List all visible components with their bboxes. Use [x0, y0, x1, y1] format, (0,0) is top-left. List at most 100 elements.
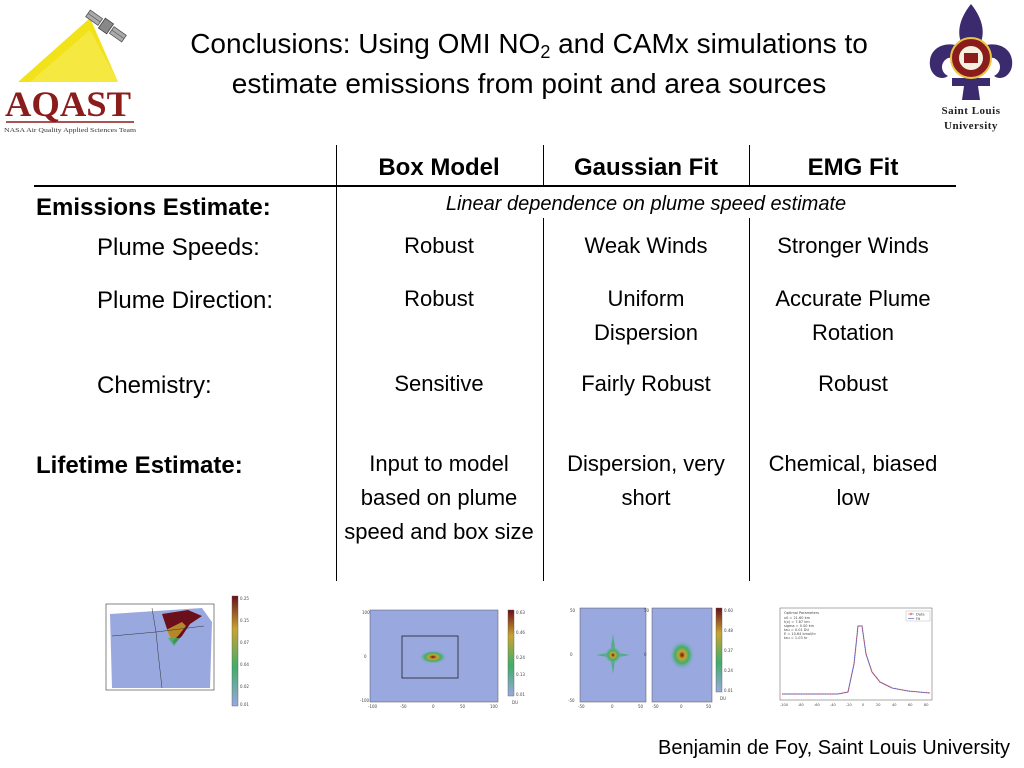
box-model-thumbnail: 0.63 0.46 0.24 0.13 0.01 DU 100 0 -100 -100 -50…	[360, 609, 525, 709]
svg-text:-100: -100	[360, 698, 370, 703]
svg-text:0.04: 0.04	[240, 662, 249, 667]
emg-fit-line-plot-thumbnail: Optimal Parameters x0 = 21.60 kmt(x) = 7…	[779, 607, 933, 707]
row-label-chemistry: Chemistry:	[97, 372, 212, 399]
gaussian-fit-thumbnail: 0.60 0.48 0.37 0.24 0.01 DU 50 0 -50 50 0 -50 0 5…	[568, 607, 733, 709]
svg-text:Optimal Parameters: Optimal Parameters	[784, 611, 819, 615]
svg-text:x0 = 21.60 km: x0 = 21.60 km	[784, 616, 811, 620]
svg-text:DU: DU	[512, 700, 518, 705]
svg-text:0: 0	[680, 704, 683, 709]
slu-name-line1: Saint Louis	[941, 105, 1001, 117]
svg-text:0: 0	[611, 704, 614, 709]
table-cell: Stronger Winds	[777, 233, 929, 258]
footer-author: Benjamin de Foy, Saint Louis University	[657, 737, 1010, 759]
table-cell: Robust	[404, 233, 474, 258]
svg-text:100: 100	[362, 610, 370, 615]
svg-text:50: 50	[570, 608, 576, 613]
svg-text:0: 0	[364, 654, 367, 659]
svg-text:80: 80	[924, 703, 928, 707]
table-column-divider	[749, 145, 750, 185]
svg-text:-50: -50	[568, 698, 575, 703]
saint-louis-university-logo: Saint Louis University	[918, 0, 1024, 140]
svg-text:0: 0	[570, 652, 573, 657]
fleur-de-lis-icon	[929, 4, 1013, 100]
table-cell: Input to model based on plume speed and …	[344, 451, 534, 544]
svg-text:60: 60	[908, 703, 912, 707]
aqast-logo-subtext: NASA Air Quality Applied Sciences Team	[4, 127, 136, 134]
table-cell: Chemical, biased low	[768, 451, 938, 510]
page-title: Conclusions: Using OMI NO2 and CAMx simu…	[140, 24, 918, 104]
title-line2: estimate emissions from point and area s…	[231, 68, 827, 99]
svg-text:0.01: 0.01	[240, 702, 249, 707]
svg-text:50: 50	[460, 704, 466, 709]
row-label-plume-speeds: Plume Speeds:	[97, 234, 260, 261]
svg-text:-100: -100	[368, 704, 378, 709]
svg-text:0.25: 0.25	[240, 596, 249, 601]
svg-text:0.02: 0.02	[240, 684, 249, 689]
table-cell: Sensitive	[394, 371, 484, 396]
regional-no2-map-thumbnail: 0.25 0.15 0.07 0.04 0.02 0.01	[105, 595, 249, 707]
svg-text:0.24: 0.24	[516, 655, 525, 660]
column-header-emg-fit: EMG Fit	[807, 154, 899, 181]
svg-text:50: 50	[706, 704, 712, 709]
svg-text:t(x) = 7.87 km: t(x) = 7.87 km	[784, 620, 810, 624]
svg-text:0.24: 0.24	[724, 668, 733, 673]
svg-text:0: 0	[862, 703, 864, 707]
table-header-divider	[34, 185, 956, 187]
svg-text:0: 0	[644, 652, 647, 657]
svg-text:tau = 1.03 hr: tau = 1.03 hr	[784, 636, 808, 640]
column-header-box-model: Box Model	[378, 154, 500, 181]
table-column-divider	[749, 218, 750, 581]
svg-text:sigma = 0.00 km: sigma = 0.00 km	[784, 624, 815, 628]
svg-text:0.46: 0.46	[516, 630, 525, 635]
table-cell: Fairly Robust	[581, 371, 711, 396]
title-part1: Conclusions: Using OMI NO	[190, 28, 541, 59]
table-cell: Accurate Plume Rotation	[775, 286, 931, 345]
slu-name-line2: University	[944, 120, 998, 132]
column-header-gaussian-fit: Gaussian Fit	[573, 154, 719, 181]
svg-text:-50: -50	[652, 704, 659, 709]
svg-text:0.37: 0.37	[724, 648, 733, 653]
svg-text:-50: -50	[400, 704, 407, 709]
svg-text:-60: -60	[814, 703, 820, 707]
table-cell: Dispersion, very short	[567, 451, 725, 510]
title-part2: and CAMx simulations to	[550, 28, 868, 59]
svg-text:-80: -80	[798, 703, 804, 707]
svg-text:0.01: 0.01	[724, 688, 733, 693]
emissions-note: Linear dependence on plume speed estimat…	[445, 193, 847, 215]
svg-text:0.13: 0.13	[516, 672, 525, 677]
svg-text:-100: -100	[780, 703, 788, 707]
svg-text:0.48: 0.48	[724, 628, 733, 633]
svg-text:0.07: 0.07	[240, 640, 249, 645]
svg-text:50: 50	[644, 608, 650, 613]
satellite-icon	[85, 9, 127, 43]
table-cell: Robust	[404, 286, 474, 311]
emissions-estimate-label: Emissions Estimate:	[36, 194, 271, 221]
svg-text:0.01: 0.01	[516, 692, 525, 697]
svg-text:0.60: 0.60	[724, 608, 733, 613]
svg-text:0.15: 0.15	[240, 618, 249, 623]
svg-text:E = 10.64 kmol/hr: E = 10.64 kmol/hr	[784, 632, 816, 636]
svg-text:20: 20	[876, 703, 880, 707]
svg-text:-40: -40	[830, 703, 836, 707]
lifetime-estimate-label: Lifetime Estimate:	[36, 452, 243, 479]
title-subscript: 2	[540, 42, 551, 62]
svg-text:0: 0	[432, 704, 435, 709]
table-column-divider	[543, 145, 544, 185]
table-cell: Weak Winds	[584, 233, 708, 258]
aqast-logo-text: AQAST	[5, 84, 131, 124]
table-column-divider	[543, 218, 544, 581]
aqast-logo: AQAST NASA Air Quality Applied Sciences …	[4, 9, 136, 134]
svg-text:DU: DU	[720, 696, 726, 701]
svg-text:100: 100	[490, 704, 498, 709]
table-cell: Robust	[818, 371, 888, 396]
svg-text:50: 50	[638, 704, 644, 709]
svg-text:-50: -50	[578, 704, 585, 709]
table-cell: Uniform Dispersion	[594, 286, 698, 345]
svg-text:40: 40	[892, 703, 896, 707]
table-column-divider	[336, 145, 337, 581]
emg-legend-fit-label: Fit	[916, 617, 921, 621]
emg-legend-data-label: Data	[916, 613, 925, 617]
svg-text:0.63: 0.63	[516, 610, 525, 615]
row-label-plume-direction: Plume Direction:	[97, 287, 274, 314]
svg-text:tau = 0.01 DU: tau = 0.01 DU	[784, 628, 809, 632]
